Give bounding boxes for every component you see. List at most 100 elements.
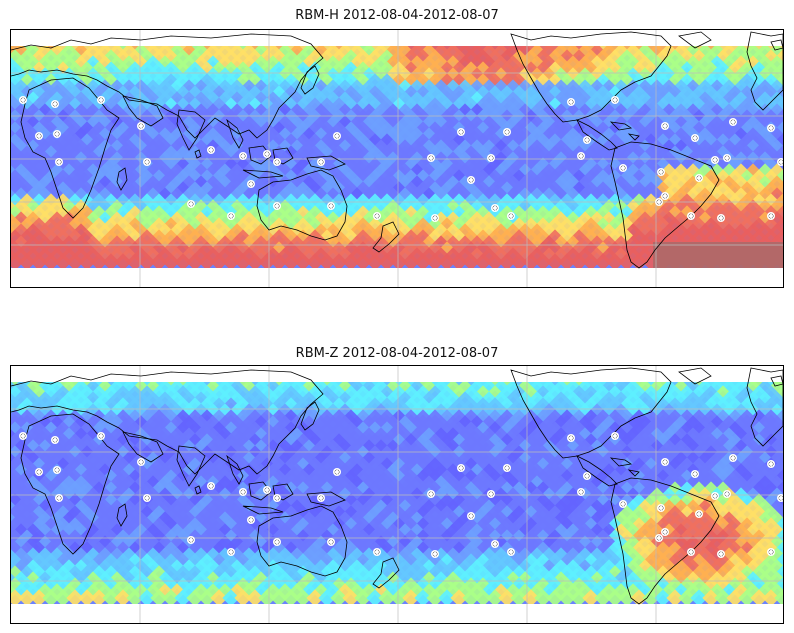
- station-marker: [137, 122, 145, 130]
- panel-title-z: RBM-Z 2012-08-04-2012-08-07: [295, 346, 499, 361]
- station-marker: [661, 528, 669, 536]
- graticule: [11, 30, 783, 287]
- station-marker: [143, 158, 151, 166]
- panel-rbm-z: RBM-Z 2012-08-04-2012-08-07: [0, 338, 794, 633]
- graticule: [11, 366, 783, 623]
- station-marker: [431, 214, 439, 222]
- station-marker: [655, 534, 663, 542]
- station-marker: [657, 504, 665, 512]
- station-marker: [657, 168, 665, 176]
- station-marker: [661, 458, 669, 466]
- station-marker: [333, 468, 341, 476]
- station-marker: [97, 96, 105, 104]
- station-marker: [227, 212, 235, 220]
- station-marker: [273, 158, 281, 166]
- station-marker: [187, 536, 195, 544]
- station-marker: [207, 482, 215, 490]
- coastlines: [11, 367, 783, 605]
- station-marker: [35, 468, 43, 476]
- station-markers: [19, 96, 783, 222]
- station-marker: [583, 136, 591, 144]
- station-marker: [611, 96, 619, 104]
- station-marker: [487, 154, 495, 162]
- station-marker: [503, 464, 511, 472]
- station-marker: [723, 154, 731, 162]
- map-axes-z: [10, 365, 784, 624]
- station-marker: [723, 490, 731, 498]
- station-marker: [53, 466, 61, 474]
- station-marker: [491, 204, 499, 212]
- station-marker: [427, 490, 435, 498]
- station-marker: [507, 212, 515, 220]
- station-marker: [583, 472, 591, 480]
- station-marker: [317, 494, 325, 502]
- map-axes-h: [10, 29, 784, 288]
- station-marker: [687, 548, 695, 556]
- station-marker: [717, 550, 725, 558]
- saturated-region: [653, 242, 783, 268]
- station-marker: [317, 158, 325, 166]
- station-marker: [695, 510, 703, 518]
- station-marker: [327, 202, 335, 210]
- station-marker: [187, 200, 195, 208]
- map-h: [11, 30, 783, 287]
- station-marker: [777, 158, 783, 166]
- station-marker: [467, 512, 475, 520]
- station-marker: [691, 470, 699, 478]
- station-marker: [457, 128, 465, 136]
- station-marker: [577, 488, 585, 496]
- station-marker: [53, 130, 61, 138]
- station-marker: [51, 436, 59, 444]
- station-marker: [373, 212, 381, 220]
- station-marker: [207, 146, 215, 154]
- station-marker: [611, 432, 619, 440]
- station-marker: [263, 486, 271, 494]
- station-marker: [457, 464, 465, 472]
- station-marker: [729, 118, 737, 126]
- station-marker: [777, 494, 783, 502]
- station-marker: [143, 494, 151, 502]
- station-marker: [507, 548, 515, 556]
- panel-rbm-h: RBM-H 2012-08-04-2012-08-07: [0, 0, 794, 300]
- station-marker: [711, 492, 719, 500]
- station-marker: [467, 176, 475, 184]
- station-marker: [491, 540, 499, 548]
- station-marker: [273, 202, 281, 210]
- panel-title-h: RBM-H 2012-08-04-2012-08-07: [295, 8, 499, 23]
- station-marker: [767, 124, 775, 132]
- station-marker: [503, 128, 511, 136]
- station-marker: [661, 192, 669, 200]
- station-marker: [729, 454, 737, 462]
- station-marker: [717, 214, 725, 222]
- station-marker: [19, 432, 27, 440]
- station-marker: [239, 488, 247, 496]
- station-marker: [661, 122, 669, 130]
- station-marker: [695, 174, 703, 182]
- station-marker: [55, 494, 63, 502]
- station-marker: [767, 460, 775, 468]
- field-cells: [11, 37, 783, 271]
- station-marker: [247, 180, 255, 188]
- station-marker: [767, 548, 775, 556]
- station-marker: [619, 164, 627, 172]
- station-marker: [273, 538, 281, 546]
- station-marker: [263, 150, 271, 158]
- station-marker: [55, 158, 63, 166]
- coastlines: [11, 31, 783, 269]
- station-marker: [619, 500, 627, 508]
- station-marker: [711, 156, 719, 164]
- station-marker: [687, 212, 695, 220]
- station-marker: [333, 132, 341, 140]
- station-marker: [767, 212, 775, 220]
- station-marker: [691, 134, 699, 142]
- station-marker: [227, 548, 235, 556]
- station-marker: [567, 98, 575, 106]
- station-marker: [137, 458, 145, 466]
- station-marker: [487, 490, 495, 498]
- station-marker: [97, 432, 105, 440]
- station-marker: [19, 96, 27, 104]
- station-marker: [373, 548, 381, 556]
- station-marker: [273, 494, 281, 502]
- station-marker: [431, 550, 439, 558]
